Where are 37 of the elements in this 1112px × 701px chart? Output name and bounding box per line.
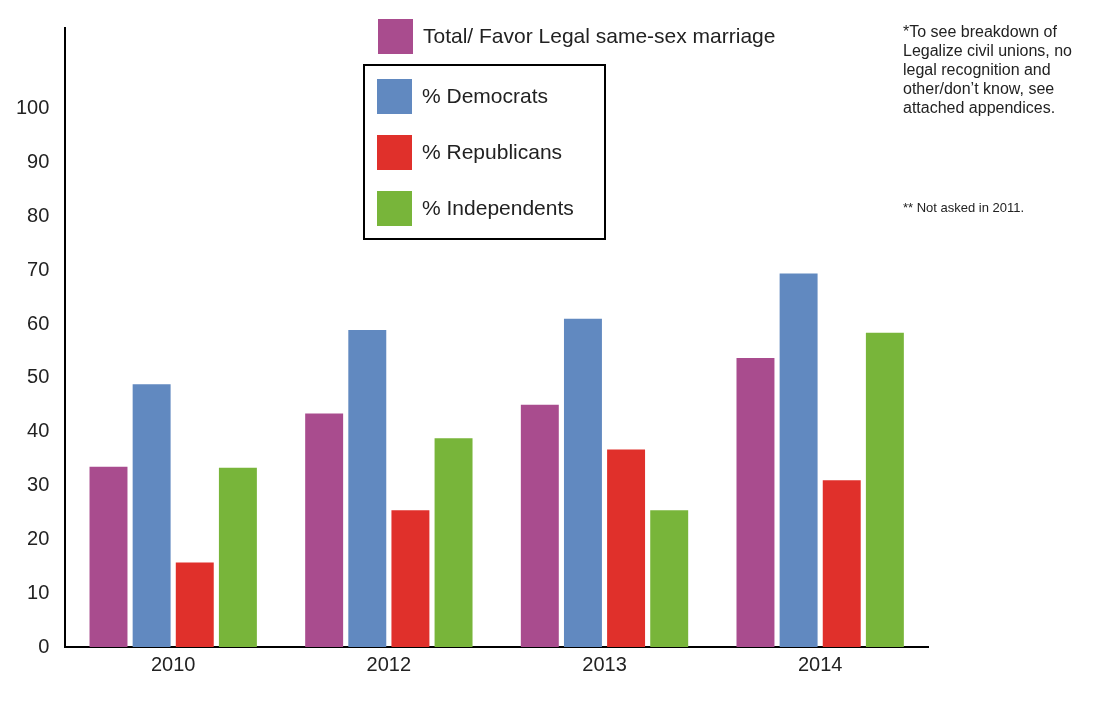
bar [736,357,775,647]
bar [822,480,861,647]
x-tick-label: 2010 [150,652,196,675]
bar [348,329,387,647]
y-tick-label: 70 [27,257,50,280]
bar [779,273,818,647]
y-tick-label: 100 [15,96,50,119]
bar [218,467,257,647]
bar [607,449,646,647]
legend-label: % Independents [422,196,574,220]
y-tick-label: 0 [38,634,50,657]
y-tick-label: 30 [27,473,50,496]
y-tick-label: 90 [27,150,50,173]
bar [563,318,602,647]
bar [650,510,689,647]
legend-label: % Democrats [422,84,549,108]
x-tick-label: 2014 [797,652,843,675]
bar [175,562,214,647]
y-tick-label: 80 [27,203,50,226]
bar [305,413,344,647]
bar [89,466,128,647]
bar [132,384,171,647]
bar [434,438,473,647]
x-tick-label: 2012 [366,652,412,675]
legend-label: Total/ Favor Legal same-sex marriage [423,24,776,48]
y-tick-label: 40 [27,419,50,442]
bar [391,510,430,647]
annotation: ** Not asked in 2011. [903,200,1026,215]
legend-label: % Republicans [422,140,563,164]
bar [865,332,904,647]
y-tick-label: 20 [27,526,50,549]
annotation: *To see breakdown of Legalize civil unions, no legal recognition and other/don’t know, see attached appendices. [903,22,1073,117]
y-tick-label: 60 [27,311,50,334]
x-tick-label: 2013 [582,652,627,675]
y-tick-label: 50 [27,365,50,388]
bar [520,404,559,647]
y-tick-label: 10 [27,580,50,603]
